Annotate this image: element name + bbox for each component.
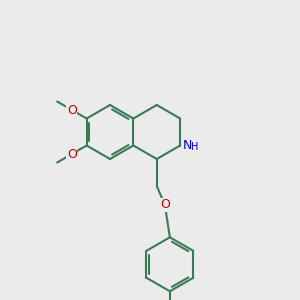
Text: O: O	[160, 198, 170, 212]
Text: N: N	[183, 139, 193, 152]
Text: O: O	[67, 103, 77, 116]
Text: H: H	[191, 142, 199, 152]
Text: O: O	[67, 148, 77, 160]
